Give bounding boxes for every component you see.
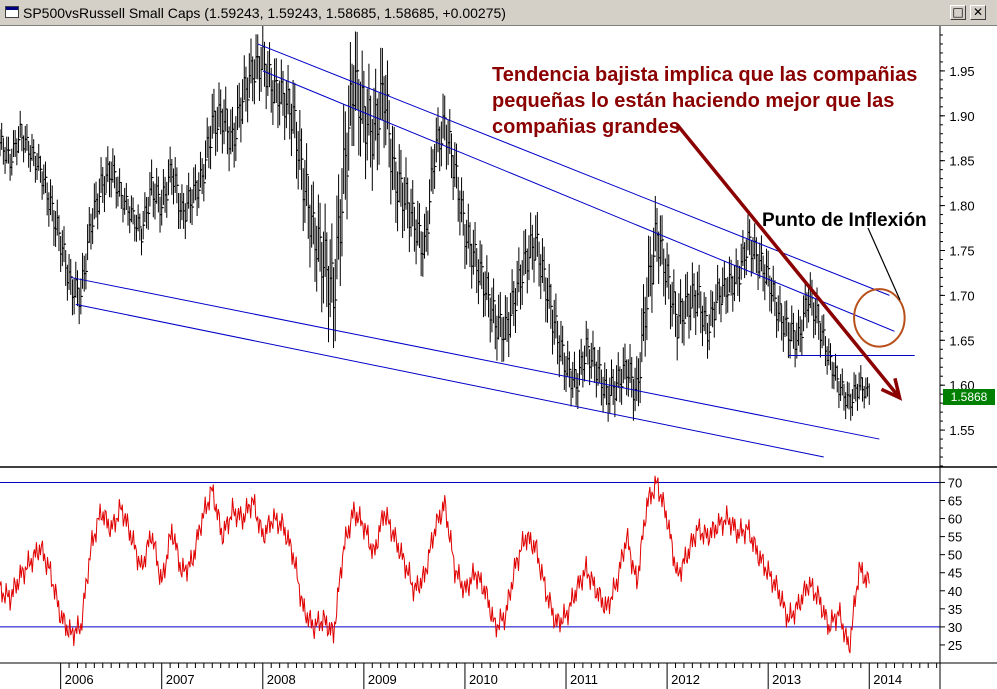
indicator-reference-lines — [0, 481, 940, 628]
trend-annotation-line-2: pequeñas lo están haciendo mejor que las — [492, 90, 894, 112]
trend-line — [75, 303, 824, 458]
restore-button[interactable]: □ — [950, 5, 966, 20]
price-tick-label: 1.95 — [949, 64, 974, 79]
price-panel: 1.551.601.651.701.751.801.851.901.95 Ten… — [0, 26, 995, 467]
indicator-tick-label: 50 — [948, 548, 962, 563]
year-tick-label: 2010 — [469, 672, 498, 687]
indicator-tick-label: 65 — [948, 494, 962, 509]
indicator-tick-label: 40 — [948, 584, 962, 599]
downtrend-arrow — [675, 123, 903, 401]
year-tick-label: 2014 — [873, 672, 902, 687]
last-price-value: 1.5868 — [951, 390, 988, 404]
window-title-name: SP500vsRussell Small Caps — [23, 5, 201, 21]
trend-line — [262, 70, 895, 332]
indicator-panel: 25 30 35 40 45 50 55 60 65 70 — [0, 475, 962, 654]
trend-annotation-line-3: compañias grandes — [492, 116, 680, 138]
price-tick-label: 1.80 — [949, 199, 974, 214]
last-price-label: 1.5868 — [943, 388, 995, 405]
year-tick-label: 2007 — [166, 672, 195, 687]
price-tick-label: 1.70 — [949, 288, 974, 303]
indicator-tick-label: 70 — [948, 475, 962, 490]
price-ohlc-bars — [0, 26, 870, 422]
indicator-tick-label: 55 — [948, 530, 962, 545]
callout-pointer-line — [867, 227, 901, 301]
price-tick-label: 1.75 — [949, 243, 974, 258]
chart-window-icon — [5, 6, 19, 18]
indicator-tick-label: 35 — [948, 602, 962, 617]
price-and-indicator-chart: 1.551.601.651.701.751.801.851.901.95 Ten… — [0, 26, 997, 689]
year-tick-label: 2012 — [671, 672, 700, 687]
indicator-y-axis: 25 30 35 40 45 50 55 60 65 70 — [940, 475, 962, 653]
year-tick-label: 2013 — [772, 672, 801, 687]
title-bar[interactable]: SP500vsRussell Small Caps (1.59243, 1.59… — [0, 0, 997, 26]
price-tick-label: 1.90 — [949, 109, 974, 124]
trend-annotation-line-1: Tendencia bajista implica que las compañ… — [492, 64, 917, 86]
indicator-line — [0, 475, 870, 654]
price-y-axis: 1.551.601.651.701.751.801.851.901.95 — [940, 34, 975, 467]
indicator-tick-label: 25 — [948, 638, 962, 653]
year-tick-label: 2006 — [65, 672, 94, 687]
time-x-axis: 2006 2007 2008 2009 2010 2011 2012 2013 2014 — [60, 663, 938, 689]
year-tick-label: 2011 — [570, 672, 598, 687]
ohlc-readout: (1.59243, 1.59243, 1.58685, 1.58685, +0.… — [204, 5, 506, 21]
price-tick-label: 1.55 — [949, 423, 974, 438]
year-tick-label: 2009 — [368, 672, 397, 687]
window-title: SP500vsRussell Small Caps (1.59243, 1.59… — [23, 5, 506, 21]
indicator-tick-label: 30 — [948, 620, 962, 635]
indicator-tick-label: 60 — [948, 512, 962, 527]
price-tick-label: 1.65 — [949, 333, 974, 348]
indicator-tick-label: 45 — [948, 566, 962, 581]
arrow-shaft — [675, 123, 901, 399]
trend-line — [70, 276, 880, 440]
inflexion-point-circle — [853, 288, 906, 348]
price-tick-label: 1.85 — [949, 154, 974, 169]
inflexion-annotation: Punto de Inflexión — [762, 210, 927, 231]
close-button[interactable]: ✕ — [970, 5, 986, 20]
last-price-box — [943, 388, 995, 405]
year-tick-label: 2008 — [267, 672, 296, 687]
arrow-head — [880, 377, 903, 401]
